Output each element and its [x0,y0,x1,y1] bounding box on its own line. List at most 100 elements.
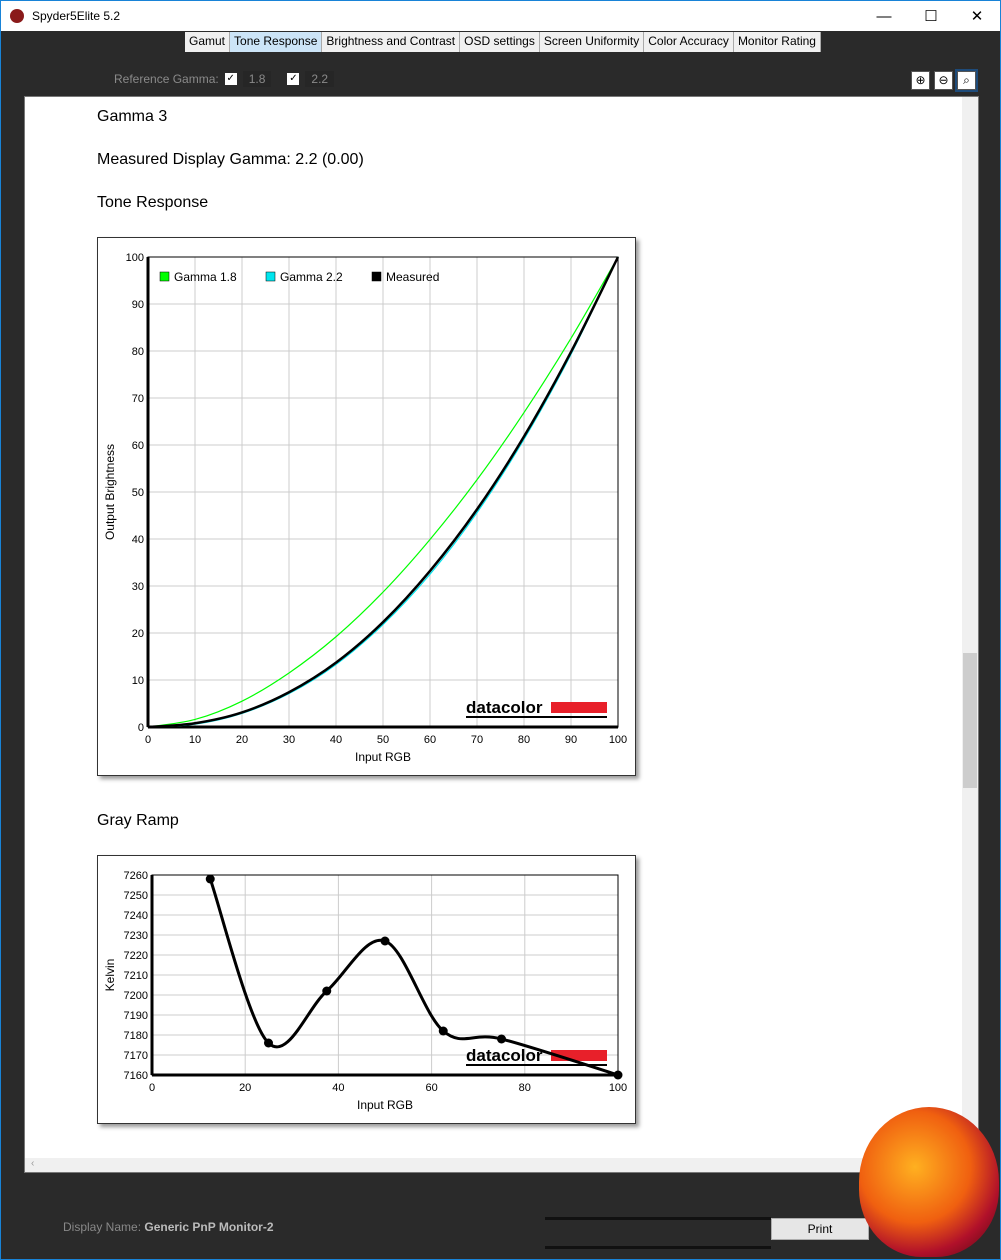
y-tick-label: 7190 [124,1010,148,1022]
x-tick-label: 40 [332,1082,344,1094]
x-axis-label: Input RGB [357,1098,413,1112]
x-axis-label: Input RGB [355,750,411,764]
datacolor-bar [551,702,607,713]
y-tick-label: 30 [132,581,144,593]
x-tick-label: 100 [609,1082,627,1094]
data-point [497,1034,506,1044]
gamma-2-2-label: 2.2 [305,71,335,87]
tab-screen-uniformity[interactable]: Screen Uniformity [539,32,645,52]
title-bar: Spyder5Elite 5.2 — ☐ ✕ [1,1,1000,31]
horizontal-scrollbar[interactable]: ‹ [25,1158,964,1172]
y-tick-label: 70 [132,393,144,405]
x-tick-label: 70 [471,734,483,746]
y-tick-label: 7250 [124,890,148,902]
x-tick-label: 40 [330,734,342,746]
x-tick-label: 80 [519,1082,531,1094]
x-tick-label: 20 [239,1082,251,1094]
series-line-2 [147,256,620,729]
print-button[interactable]: Print [771,1218,869,1240]
y-tick-label: 7240 [124,910,148,922]
y-axis-label: Kelvin [103,959,117,992]
legend-label: Measured [386,270,439,284]
maximize-button[interactable]: ☐ [924,8,938,25]
y-tick-label: 7210 [124,970,148,982]
tab-osd-settings[interactable]: OSD settings [460,32,540,52]
x-tick-label: 0 [149,1082,155,1094]
gray-ramp-title: Gray Ramp [97,812,179,829]
y-tick-label: 10 [132,675,144,687]
x-tick-label: 60 [425,1082,437,1094]
divider [545,1246,771,1249]
data-point [613,1070,623,1080]
x-tick-label: 100 [609,734,627,746]
tab-tone-response[interactable]: Tone Response [230,32,323,52]
datacolor-bar [551,1050,607,1061]
data-point [322,986,332,996]
x-tick-label: 20 [236,734,248,746]
display-name-value: Generic PnP Monitor-2 [144,1220,274,1234]
gamma-1-8-checkbox[interactable]: ✓ [224,73,237,85]
y-tick-label: 80 [132,346,144,358]
gamma-1-8-label: 1.8 [242,71,272,87]
report-heading: Gamma 3 [97,108,168,125]
y-tick-label: 7220 [124,950,148,962]
spyder-app-icon [10,9,24,23]
y-tick-label: 7230 [124,930,148,942]
tone-response-title: Tone Response [97,194,209,211]
zoom-out-icon[interactable]: ⊖ [934,71,953,90]
gray-ramp-chart: 0 20 40 60 80 100 7160 7170 7180 7190 7200 7210 7220… [97,855,636,1124]
y-tick-label: 100 [126,252,144,264]
tab-monitor-rating[interactable]: Monitor Rating [733,32,821,52]
y-tick-label: 60 [132,440,144,452]
tab-color-accuracy[interactable]: Color Accuracy [644,32,734,52]
divider [545,1217,771,1220]
close-button[interactable]: ✕ [970,8,984,25]
x-tick-label: 60 [424,734,436,746]
datacolor-watermark: datacolor [466,698,543,717]
x-tick-label: 10 [189,734,201,746]
zoom-fit-icon[interactable]: ⌕ [955,69,978,92]
x-tick-label: 30 [283,734,295,746]
data-point [205,874,215,884]
minimize-button[interactable]: — [876,7,892,25]
tab-bar: Gamut Tone Response Brightness and Contr… [185,32,821,52]
zoom-in-icon[interactable]: ⊕ [911,71,930,90]
display-name-label: Display Name: [63,1220,142,1234]
watermark-logo [859,1107,999,1257]
vertical-scrollbar[interactable] [962,97,978,1159]
y-tick-label: 7170 [124,1050,148,1062]
display-name: Display Name: Generic PnP Monitor-2 [63,1220,274,1234]
y-tick-label: 7160 [124,1070,148,1082]
legend-label: Gamma 2.2 [280,270,343,284]
y-tick-label: 50 [132,487,144,499]
gamma-2-2-checkbox[interactable]: ✓ [287,73,300,85]
y-axis-label: Output Brightness [103,444,117,540]
scroll-thumb[interactable] [963,653,977,788]
reference-gamma-row: Reference Gamma: ✓ 1.8 ✓ 2.2 [114,71,344,87]
tone-response-chart: 0 10 20 30 40 50 60 70 80 90 100 0 10 20 30 40 50 60 70 80 9… [97,237,636,776]
y-tick-label: 40 [132,534,144,546]
data-point [438,1026,448,1036]
tab-gamut[interactable]: Gamut [185,32,231,52]
legend-label: Gamma 1.8 [174,270,237,284]
y-tick-label: 0 [138,722,144,734]
x-tick-label: 90 [565,734,577,746]
data-point [264,1038,273,1048]
tab-brightness-contrast[interactable]: Brightness and Contrast [322,32,461,52]
y-tick-label: 90 [132,299,144,311]
reference-gamma-label: Reference Gamma: [114,72,219,86]
y-tick-label: 7200 [124,990,148,1002]
window-title: Spyder5Elite 5.2 [32,9,121,23]
data-point [380,936,390,946]
datacolor-watermark: datacolor [466,1046,543,1065]
legend-swatch [371,271,382,282]
x-tick-label: 50 [377,734,389,746]
y-tick-label: 20 [132,628,144,640]
y-tick-label: 7180 [124,1030,148,1042]
legend-swatch [159,271,170,282]
y-tick-label: 7260 [124,870,148,882]
series-line-0 [147,256,619,728]
report-panel: Gamma 3 Measured Display Gamma: 2.2 (0.0… [24,96,979,1173]
measured-gamma-text: Measured Display Gamma: 2.2 (0.00) [97,151,364,168]
